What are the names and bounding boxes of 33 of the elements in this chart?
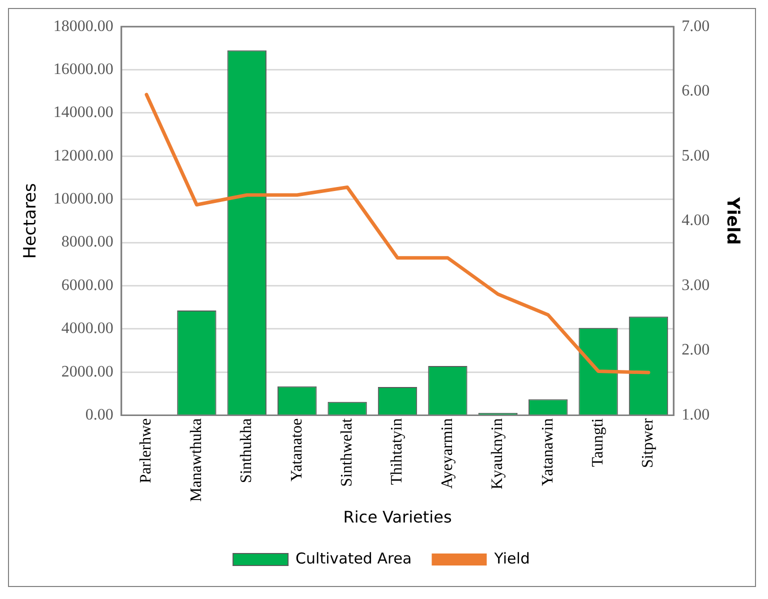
y-tick-label: 10000.00 bbox=[53, 190, 114, 208]
x-tick-label: Thihtatyin bbox=[388, 418, 406, 485]
x-tick-label: Ayeyarmin bbox=[438, 418, 456, 489]
y-tick-label: 2000.00 bbox=[61, 363, 114, 380]
y-tick-label: 18000.00 bbox=[53, 18, 114, 35]
y-axis-title: Hectares bbox=[20, 182, 41, 259]
y-tick-label: 16000.00 bbox=[53, 60, 114, 78]
y-tick-label: 6000.00 bbox=[61, 276, 114, 294]
y2-tick-label: 1.00 bbox=[682, 406, 710, 424]
y-tick-label: 0.00 bbox=[85, 406, 114, 424]
legend-label: Cultivated Area bbox=[296, 549, 412, 568]
y-tick-label: 12000.00 bbox=[53, 147, 114, 164]
x-tick-label: Sinthukha bbox=[238, 418, 256, 484]
x-tick-label: Yatanatoe bbox=[288, 418, 306, 482]
y-tick-label: 14000.00 bbox=[53, 104, 114, 122]
x-axis-title: Rice Varieties bbox=[343, 508, 452, 527]
y2-axis-title: Yield bbox=[722, 196, 742, 245]
legend-label: Yield bbox=[493, 549, 530, 568]
x-tick-label: Yatanawin bbox=[539, 418, 556, 486]
y2-tick-label: 7.00 bbox=[682, 18, 710, 35]
y2-tick-label: 6.00 bbox=[682, 82, 710, 100]
y2-tick-label: 5.00 bbox=[682, 147, 710, 164]
x-tick-label: Kyauknyin bbox=[489, 418, 506, 490]
y-tick-label: 8000.00 bbox=[61, 234, 114, 251]
x-tick-label: Taungti bbox=[590, 418, 607, 467]
x-tick-label: Parlerhwe bbox=[138, 418, 155, 484]
y2-tick-label: 3.00 bbox=[682, 276, 710, 294]
y2-tick-label: 4.00 bbox=[682, 212, 710, 230]
x-tick-label: Sinthwelat bbox=[338, 418, 356, 487]
x-tick-label: Manawthuka bbox=[188, 418, 205, 502]
y2-tick-label: 2.00 bbox=[682, 342, 710, 359]
y-tick-label: 4000.00 bbox=[61, 320, 114, 338]
x-tick-label: Sitpwer bbox=[640, 418, 657, 468]
